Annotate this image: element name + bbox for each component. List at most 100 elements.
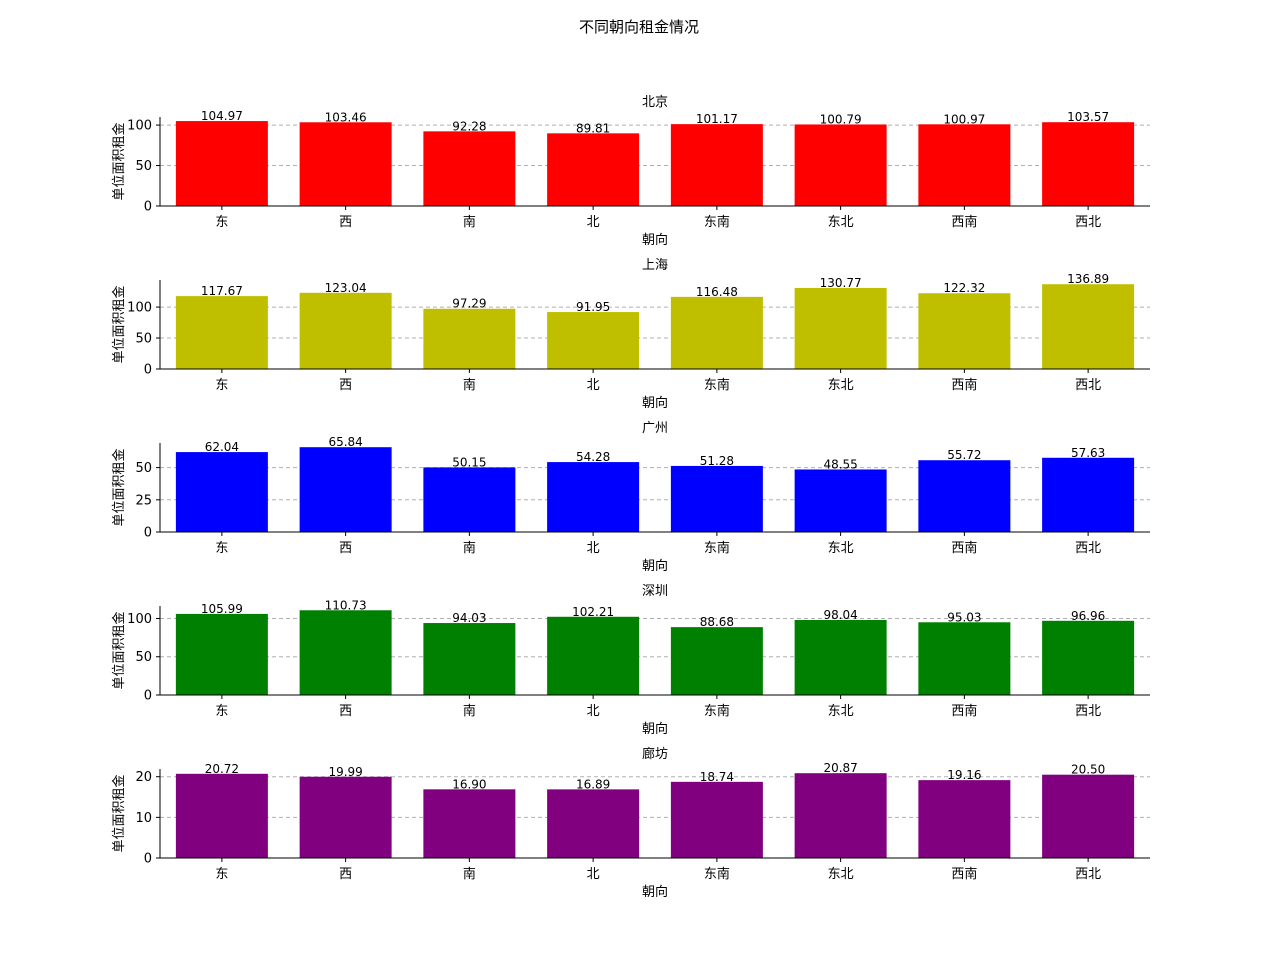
data-label: 100.79 [820,112,862,126]
data-label: 91.95 [576,300,610,314]
x-tick-label: 西北 [1075,378,1101,393]
y-tick-label: 50 [135,461,152,476]
x-tick-label: 西北 [1075,704,1101,719]
data-label: 20.87 [823,761,857,775]
x-axis-label: 朝向 [642,884,668,900]
data-label: 88.68 [700,615,734,629]
x-tick-label: 西 [339,867,352,882]
bar [299,122,392,206]
x-tick-label: 东北 [828,867,854,882]
data-label: 100.97 [943,112,985,126]
bar [918,124,1011,206]
bar [794,619,887,695]
x-tick-label: 东 [215,867,228,882]
x-tick-label: 西南 [951,703,977,719]
bar [423,131,516,206]
data-label: 130.77 [820,276,862,290]
y-tick-label: 50 [135,650,152,665]
x-axis-label: 朝向 [642,721,668,737]
y-tick-label: 100 [127,119,152,134]
y-tick-label: 50 [135,159,152,174]
subplot-3: 深圳 0 50 100 105.99 东 110.73 西 94.03 南 102.21 北 88.68… [111,584,1150,737]
bar [423,623,516,695]
x-tick-label: 南 [463,377,476,393]
x-tick-label: 北 [587,704,600,719]
x-tick-label: 北 [587,541,600,556]
x-tick-label: 东北 [828,541,854,556]
x-tick-label: 北 [587,867,600,882]
x-axis-label: 朝向 [642,395,668,411]
data-label: 54.28 [576,450,610,464]
x-tick-label: 西南 [951,377,977,393]
x-tick-label: 南 [463,214,476,230]
data-label: 65.84 [328,435,362,449]
bar [175,452,268,532]
bar [794,773,887,858]
x-tick-label: 西北 [1075,541,1101,556]
y-axis-label: 单位面积租金 [111,122,127,200]
data-label: 97.29 [452,297,486,311]
x-tick-label: 西北 [1075,867,1101,882]
y-tick-label: 100 [127,301,152,316]
data-label: 50.15 [452,455,486,469]
x-tick-label: 东南 [704,377,730,393]
data-label: 94.03 [452,611,486,625]
data-label: 96.96 [1071,609,1105,623]
x-tick-label: 北 [587,215,600,230]
bar [918,293,1011,369]
bar [423,467,516,532]
y-tick-label: 50 [135,332,152,347]
chart-title: 不同朝向租金情况 [579,18,699,36]
subplot-title: 上海 [642,258,668,273]
bar [547,789,640,858]
bar [918,460,1011,532]
data-label: 116.48 [696,285,738,299]
bar [1042,774,1135,858]
data-label: 102.21 [572,605,614,619]
bar [175,121,268,206]
x-tick-label: 东南 [704,540,730,556]
x-tick-label: 北 [587,378,600,393]
data-label: 19.99 [328,765,362,779]
data-label: 57.63 [1071,446,1105,460]
data-label: 16.89 [576,777,610,791]
bar [670,124,763,206]
x-tick-label: 东 [215,541,228,556]
bar [299,610,392,695]
x-tick-label: 西南 [951,214,977,230]
x-tick-label: 东 [215,704,228,719]
y-tick-label: 0 [144,526,152,541]
bar [299,776,392,858]
x-tick-label: 东 [215,215,228,230]
data-label: 122.32 [943,281,985,295]
x-tick-label: 西 [339,541,352,556]
bar [1042,457,1135,532]
data-label: 89.81 [576,121,610,135]
subplot-title: 北京 [642,95,668,110]
y-tick-label: 10 [135,811,152,826]
y-axis-label: 单位面积租金 [111,774,127,852]
data-label: 110.73 [325,598,367,612]
y-tick-label: 0 [144,852,152,867]
bar [423,789,516,858]
data-label: 98.04 [823,608,857,622]
bar [670,627,763,695]
y-axis-label: 单位面积租金 [111,448,127,526]
bar [794,469,887,532]
bar [918,780,1011,858]
x-tick-label: 南 [463,703,476,719]
data-label: 105.99 [201,602,243,616]
bar [547,133,640,206]
x-axis-label: 朝向 [642,558,668,574]
subplot-title: 廊坊 [642,746,668,762]
x-tick-label: 东南 [704,214,730,230]
subplot-title: 深圳 [642,584,668,599]
subplot-title: 广州 [642,421,668,436]
bar [670,781,763,858]
y-tick-label: 25 [135,493,152,508]
bar [794,288,887,369]
data-label: 51.28 [700,454,734,468]
data-label: 16.90 [452,777,486,791]
y-tick-label: 100 [127,612,152,627]
bar [175,773,268,858]
